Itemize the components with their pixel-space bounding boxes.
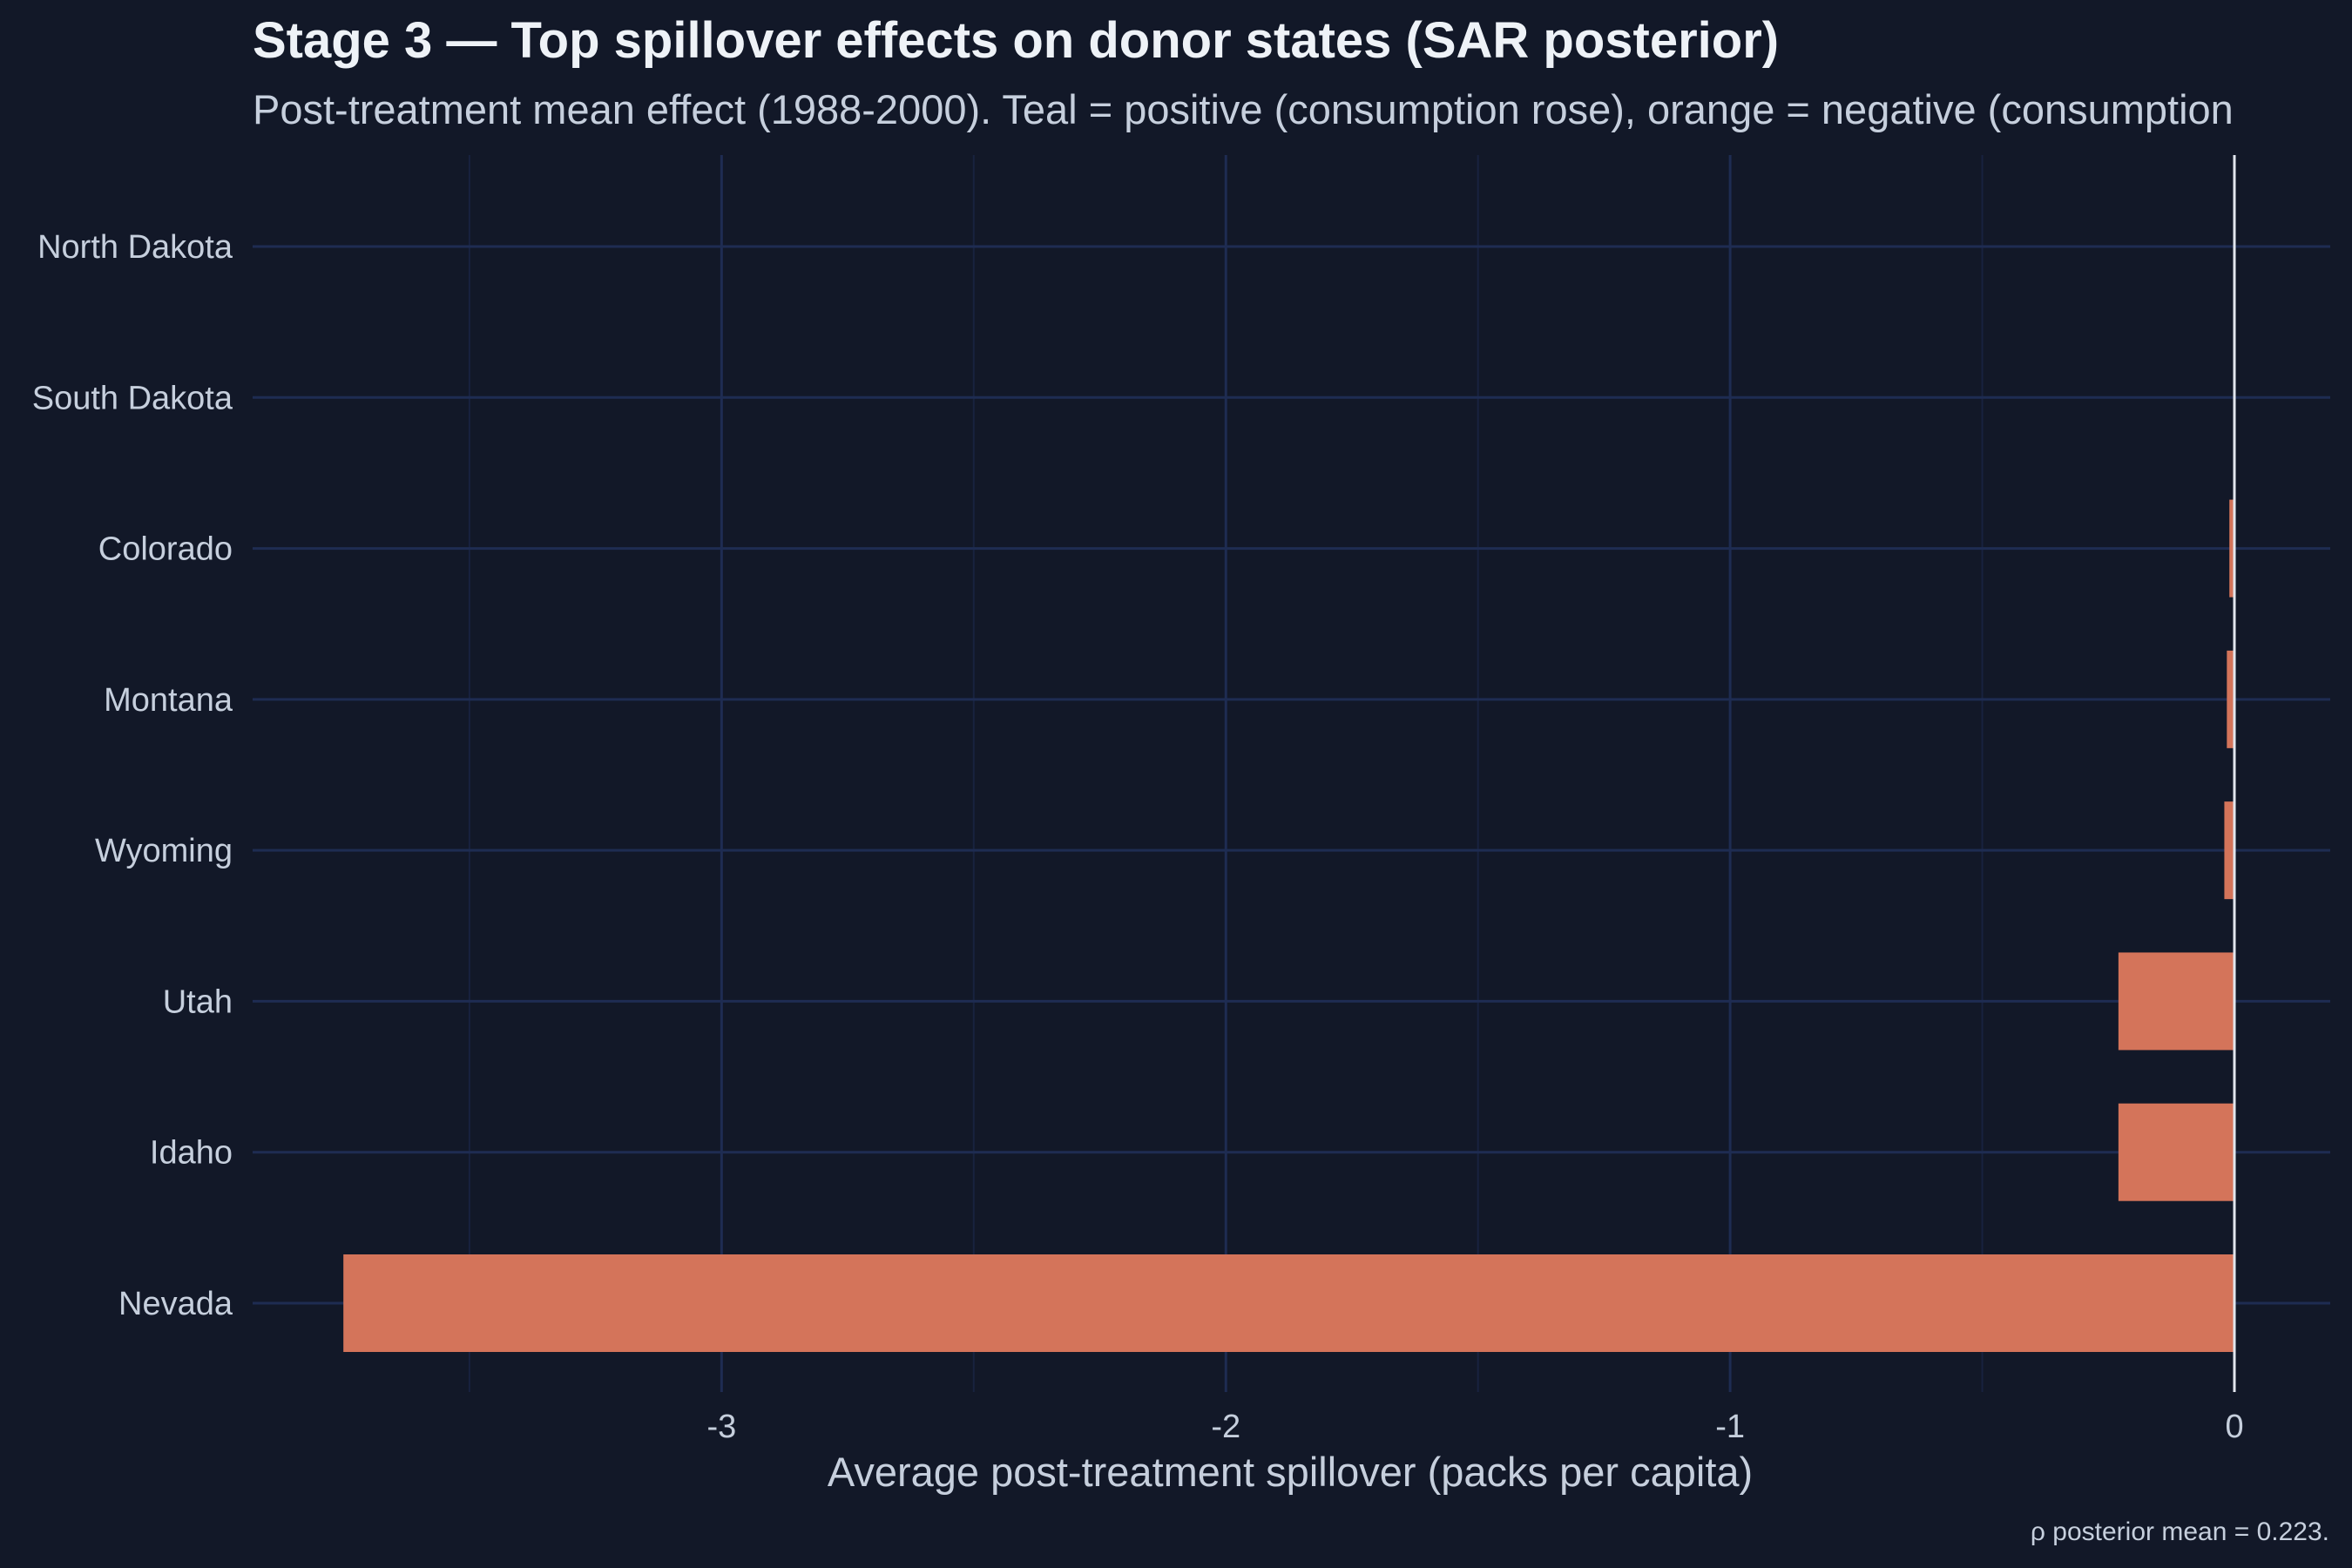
bar-utah — [2118, 952, 2235, 1051]
y-tick-label: Nevada — [118, 1286, 233, 1322]
x-tick-labels: -3 -2 -1 0 — [706, 1409, 2243, 1445]
y-tick-label: Idaho — [150, 1135, 233, 1172]
y-tick-labels: North Dakota South Dakota Colorado Montana W… — [32, 229, 233, 1322]
y-tick-label: Montana — [104, 682, 233, 719]
x-tick-label: -2 — [1211, 1409, 1240, 1445]
y-tick-label: Wyoming — [95, 833, 233, 869]
chart-title: Stage 3 — Top spillover effects on donor… — [253, 12, 1779, 69]
chart-subtitle: Post-treatment mean effect (1988-2000). … — [253, 86, 2234, 132]
y-tick-label: Colorado — [98, 531, 233, 568]
x-tick-label: -1 — [1715, 1409, 1745, 1445]
x-axis-label: Average post-treatment spillover (packs … — [828, 1449, 1753, 1495]
bar-wyoming — [2224, 801, 2235, 900]
bar-nevada — [343, 1254, 2235, 1352]
y-tick-label: South Dakota — [32, 380, 233, 416]
bars — [343, 499, 2235, 1352]
y-tick-label: North Dakota — [37, 229, 233, 266]
x-tick-label: -3 — [706, 1409, 736, 1445]
bar-colorado — [2229, 499, 2235, 598]
chart-caption: ρ posterior mean = 0.223. — [2031, 1517, 2329, 1546]
bar-montana — [2227, 650, 2235, 748]
y-tick-label: Utah — [163, 983, 233, 1020]
bar-idaho — [2118, 1103, 2235, 1201]
x-tick-label: 0 — [2225, 1409, 2243, 1445]
